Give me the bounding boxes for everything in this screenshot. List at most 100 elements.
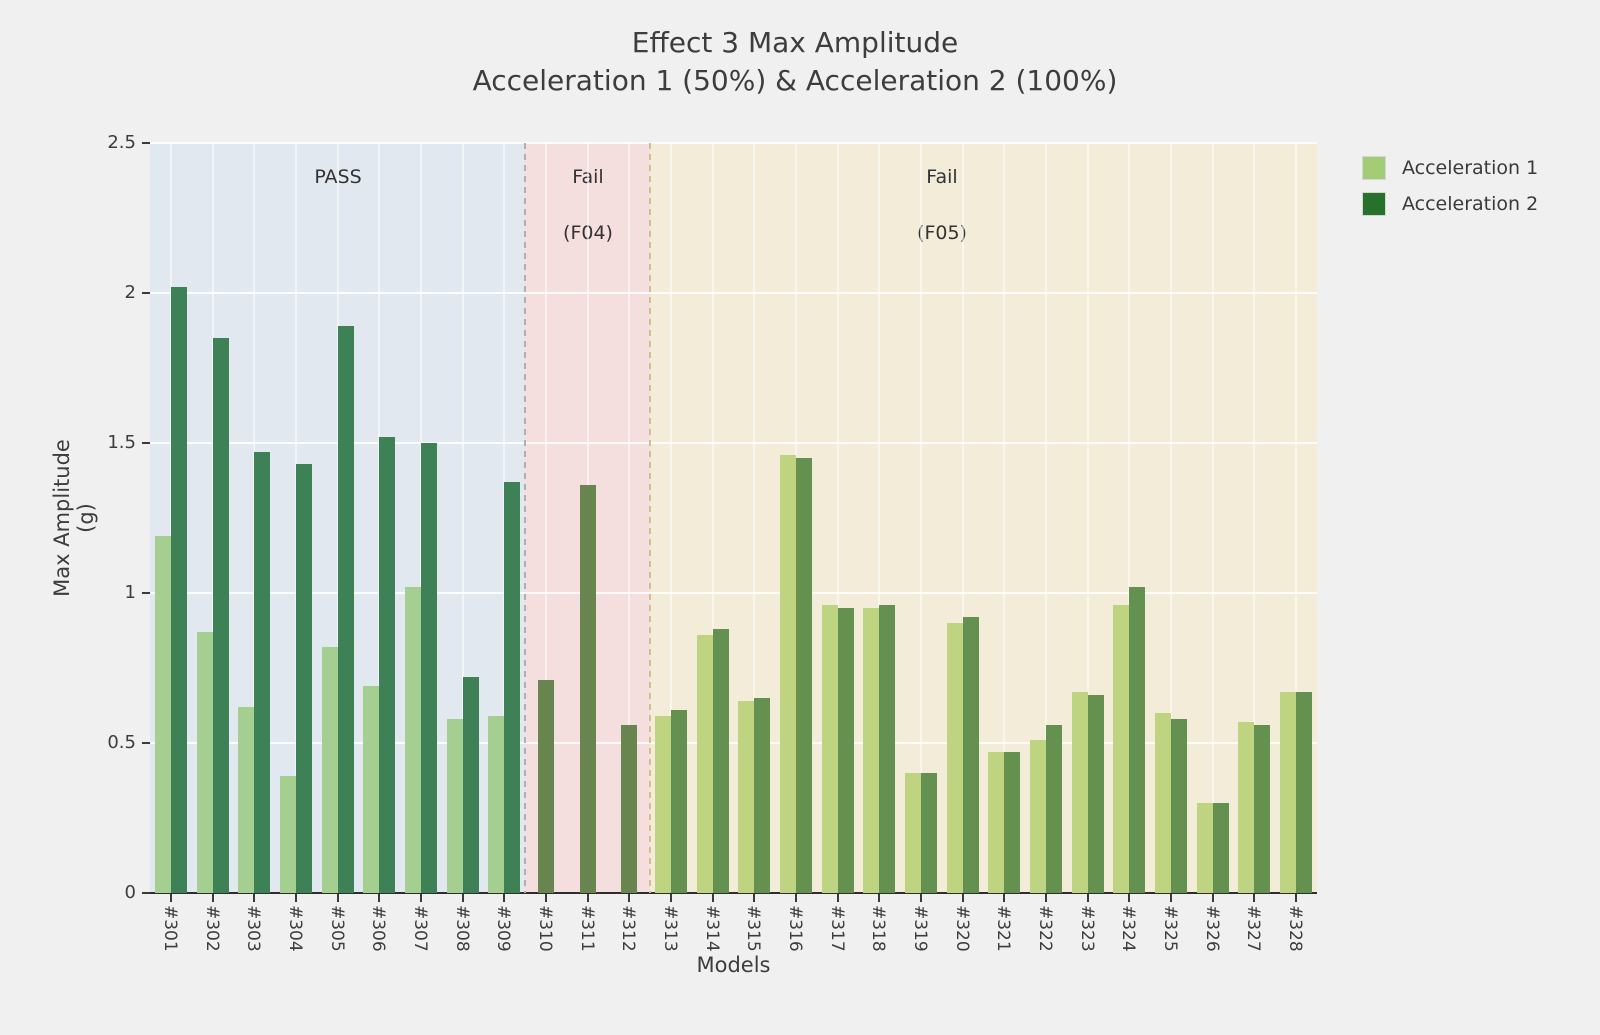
bar-acceleration2-320 [962,617,979,893]
bar-acceleration1-326 [1196,803,1213,893]
bar-acceleration1-305 [321,647,338,893]
y-tick [142,142,150,144]
bar-acceleration1-315 [738,701,755,893]
bar-acceleration1-319 [905,773,922,893]
x-tick [586,894,589,902]
x-tick-label: #302 [201,905,222,952]
x-tick [1211,894,1214,902]
x-tick [1003,894,1006,902]
x-tick [1295,894,1298,902]
gridline-vertical [1211,143,1214,893]
legend-entry-acceleration-2: Acceleration 2 [1362,192,1538,216]
gridline-horizontal [150,142,1317,144]
bar-acceleration2-327 [1254,725,1271,893]
y-tick [142,442,150,444]
gridline-horizontal [150,292,1317,294]
bar-acceleration2-317 [837,608,854,893]
chart-title-line2: Acceleration 1 (50%) & Acceleration 2 (1… [472,64,1118,97]
bar-acceleration1-313 [654,716,671,893]
x-tick [878,894,881,902]
bar-acceleration2-322 [1046,725,1063,893]
gridline-vertical [1128,143,1131,893]
gridline-horizontal [150,442,1317,444]
x-tick-label: #303 [243,905,264,952]
y-tick-label: 0 [124,882,136,903]
legend-label: Acceleration 2 [1402,193,1539,215]
x-axis-line [148,892,1317,894]
bar-acceleration1-318 [863,608,880,893]
bar-acceleration2-302 [212,338,229,893]
bar-acceleration2-323 [1087,695,1104,893]
x-tick [1128,894,1131,902]
bar-acceleration2-304 [295,464,312,893]
y-tick-label: 1 [124,582,136,603]
bar-acceleration1-324 [1113,605,1130,893]
bar-acceleration1-320 [946,623,963,893]
x-tick-label: #321 [993,905,1014,952]
x-tick-label: #325 [1160,905,1181,952]
bar-acceleration2-315 [754,698,771,893]
bar-acceleration1-304 [279,776,296,893]
x-tick-label: #316 [785,905,806,952]
x-tick [461,894,464,902]
x-tick-label: #326 [1201,905,1222,952]
gridline-vertical [1253,143,1256,893]
legend-label: Acceleration 1 [1402,157,1539,179]
x-tick-label: #314 [701,905,722,952]
x-tick [753,894,756,902]
bar-acceleration1-301 [154,536,171,893]
region-divider-f05 [649,143,652,893]
bar-acceleration1-316 [780,455,797,893]
y-tick-label: 2 [124,282,136,303]
chart-title: Effect 3 Max Amplitude Acceleration 1 (5… [0,24,1590,100]
bar-acceleration1-327 [1238,722,1255,893]
region-divider-f04 [524,143,527,893]
gridline-vertical [1003,143,1006,893]
y-axis-title: Max Amplitude (g) [50,439,98,597]
bar-acceleration2-324 [1129,587,1146,893]
gridline-vertical [544,143,547,893]
bar-acceleration2-306 [379,437,396,893]
y-tick [142,742,150,744]
bar-acceleration1-325 [1155,713,1172,893]
x-tick-label: #309 [493,905,514,952]
x-tick [1045,894,1048,902]
x-tick-label: #304 [284,905,305,952]
legend-swatch-acceleration-2 [1362,192,1386,216]
x-tick-label: #313 [659,905,680,952]
x-tick [1253,894,1256,902]
bar-acceleration2-303 [254,452,271,893]
x-tick-label: #315 [743,905,764,952]
bar-acceleration1-309 [488,716,505,893]
legend: Acceleration 1 Acceleration 2 [1362,156,1538,228]
x-tick-label: #308 [451,905,472,952]
legend-entry-acceleration-1: Acceleration 1 [1362,156,1538,180]
bar-acceleration1-308 [446,719,463,893]
x-tick-label: #328 [1285,905,1306,952]
bar-acceleration2-307 [420,443,437,893]
gridline-vertical [711,143,714,893]
x-tick-label: #319 [910,905,931,952]
gridline-vertical [1295,143,1298,893]
x-tick [836,894,839,902]
y-tick [142,592,150,594]
x-tick-label: #307 [409,905,430,952]
x-tick-label: #322 [1035,905,1056,952]
x-tick [711,894,714,902]
bar-acceleration2-301 [170,287,187,893]
region-label-f05: Fail (F05) [917,166,967,244]
bar-acceleration1-321 [988,752,1005,893]
bar-single-310 [537,680,554,893]
gridline-vertical [961,143,964,893]
gridline-vertical [878,143,881,893]
x-tick-label: #318 [868,905,889,952]
bar-single-312 [621,725,638,893]
gridline-vertical [836,143,839,893]
gridline-vertical [753,143,756,893]
bar-acceleration2-313 [670,710,687,893]
bar-acceleration2-309 [504,482,521,893]
y-tick [142,292,150,294]
gridline-horizontal [150,592,1317,594]
x-tick [211,894,214,902]
bar-acceleration2-321 [1004,752,1021,893]
